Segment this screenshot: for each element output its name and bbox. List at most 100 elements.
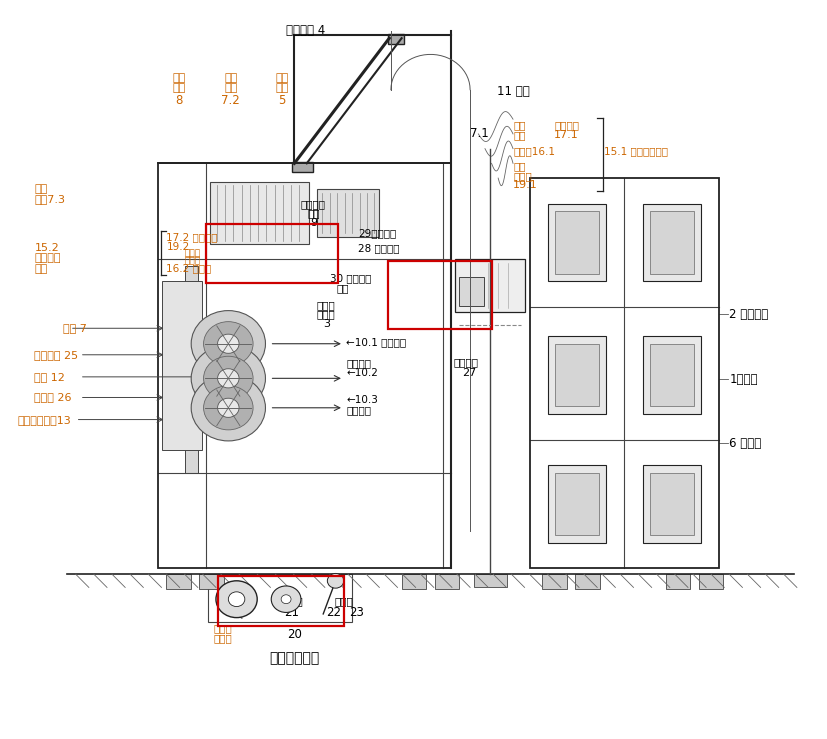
Circle shape: [203, 386, 253, 430]
Bar: [554, 473, 599, 535]
Text: ←10.1 卷绕装置: ←10.1 卷绕装置: [346, 337, 406, 347]
Text: 卷绕装置: 卷绕装置: [346, 405, 370, 415]
Circle shape: [218, 369, 239, 388]
Text: 15.1 缠绕输送机构: 15.1 缠绕输送机构: [603, 146, 667, 157]
Text: 21: 21: [284, 606, 299, 619]
Circle shape: [271, 586, 300, 613]
Bar: [158, 163, 451, 568]
Text: 导丝辊16.1: 导丝辊16.1: [513, 146, 554, 157]
Bar: [554, 211, 599, 273]
Text: ←10.2: ←10.2: [346, 368, 378, 378]
Circle shape: [281, 595, 290, 604]
Circle shape: [203, 321, 253, 366]
Bar: [643, 204, 700, 281]
Text: 8: 8: [175, 94, 182, 106]
Bar: [162, 281, 202, 451]
Bar: [547, 466, 605, 542]
Text: 导绳: 导绳: [513, 161, 525, 171]
Text: 第三输: 第三输: [213, 624, 232, 633]
Circle shape: [327, 573, 343, 588]
Bar: [317, 189, 379, 237]
Text: 接口: 接口: [336, 283, 348, 293]
Text: 操作通道: 操作通道: [453, 357, 478, 367]
Bar: [166, 574, 191, 589]
Text: 机架: 机架: [35, 184, 48, 194]
Text: 9: 9: [309, 218, 317, 228]
Text: 电动机: 电动机: [184, 256, 200, 266]
Text: 筒子 12: 筒子 12: [35, 372, 65, 382]
Bar: [387, 261, 492, 329]
Text: 28 辅助装置: 28 辅助装置: [357, 243, 399, 253]
Text: 1给丝位: 1给丝位: [729, 372, 757, 386]
Bar: [547, 204, 605, 281]
Bar: [291, 162, 313, 172]
Bar: [208, 574, 351, 622]
Bar: [541, 574, 566, 589]
Text: 6 筒子架: 6 筒子架: [729, 437, 761, 449]
Text: 5: 5: [278, 94, 285, 106]
Bar: [459, 276, 484, 306]
Text: 17.2 辅助滑辊: 17.2 辅助滑辊: [166, 232, 218, 242]
Text: 29抽吸接口: 29抽吸接口: [357, 228, 395, 238]
Bar: [455, 259, 525, 312]
Text: 夹紧辊: 夹紧辊: [284, 596, 304, 607]
Text: 电动机: 电动机: [513, 171, 531, 181]
Text: 7.2: 7.2: [221, 94, 240, 106]
Text: 7.1: 7.1: [470, 127, 489, 140]
Bar: [387, 34, 404, 44]
Bar: [199, 574, 224, 589]
Text: 送机构: 送机构: [316, 310, 335, 319]
Text: 装置: 装置: [275, 84, 289, 93]
Circle shape: [218, 334, 239, 353]
Circle shape: [228, 592, 245, 607]
Text: 装置: 装置: [172, 84, 185, 93]
Text: 夹紧输送机构: 夹紧输送机构: [269, 651, 319, 665]
Text: 筒子支架 25: 筒子支架 25: [35, 350, 79, 360]
Text: 机构: 机构: [35, 264, 48, 273]
Circle shape: [191, 345, 265, 412]
Text: 3: 3: [323, 319, 330, 329]
Text: 卷绕装置: 卷绕装置: [346, 358, 370, 369]
Text: 22: 22: [326, 606, 341, 619]
Text: 张力臂: 张力臂: [334, 596, 353, 607]
Text: 16.2 导丝辊: 16.2 导丝辊: [166, 264, 212, 273]
Bar: [529, 178, 719, 568]
Text: 导丝辊: 导丝辊: [184, 250, 200, 259]
Bar: [554, 344, 599, 406]
Text: 传动辊 26: 传动辊 26: [35, 392, 72, 403]
Bar: [643, 466, 700, 542]
Text: 30 压缩空气: 30 压缩空气: [329, 273, 370, 283]
Bar: [665, 574, 690, 589]
Text: 部件: 部件: [513, 130, 525, 140]
Text: 缠绕输送: 缠绕输送: [35, 253, 61, 263]
Circle shape: [191, 375, 265, 441]
Bar: [473, 574, 506, 588]
Circle shape: [191, 310, 265, 377]
Bar: [643, 336, 700, 414]
Text: 机架 7: 机架 7: [63, 323, 87, 333]
Circle shape: [216, 581, 257, 618]
Text: 19.1: 19.1: [513, 180, 537, 191]
Text: 定形加热装置13: 定形加热装置13: [18, 415, 72, 425]
Text: 23: 23: [348, 606, 363, 619]
Text: 机架部件: 机架部件: [553, 120, 579, 130]
Bar: [649, 344, 693, 406]
Text: 部件: 部件: [224, 84, 237, 93]
Text: ←10.3: ←10.3: [346, 395, 378, 406]
Bar: [184, 267, 198, 472]
Text: 第二输送: 第二输送: [300, 199, 326, 209]
Text: 15.2: 15.2: [35, 243, 59, 253]
Bar: [574, 574, 599, 589]
Text: 11 丝线: 11 丝线: [496, 85, 528, 98]
Text: 驱动轴: 驱动轴: [232, 596, 251, 607]
Text: 假捻: 假捻: [172, 73, 185, 83]
Text: 19.2: 19.2: [166, 242, 189, 251]
Bar: [434, 574, 459, 589]
Text: 2 给丝筒子: 2 给丝筒子: [729, 307, 767, 321]
Text: 送机构: 送机构: [213, 633, 232, 643]
Bar: [401, 574, 426, 589]
Text: 部件7.3: 部件7.3: [35, 194, 65, 205]
Bar: [547, 336, 605, 414]
Circle shape: [218, 398, 239, 418]
Text: 17.1: 17.1: [553, 130, 578, 140]
